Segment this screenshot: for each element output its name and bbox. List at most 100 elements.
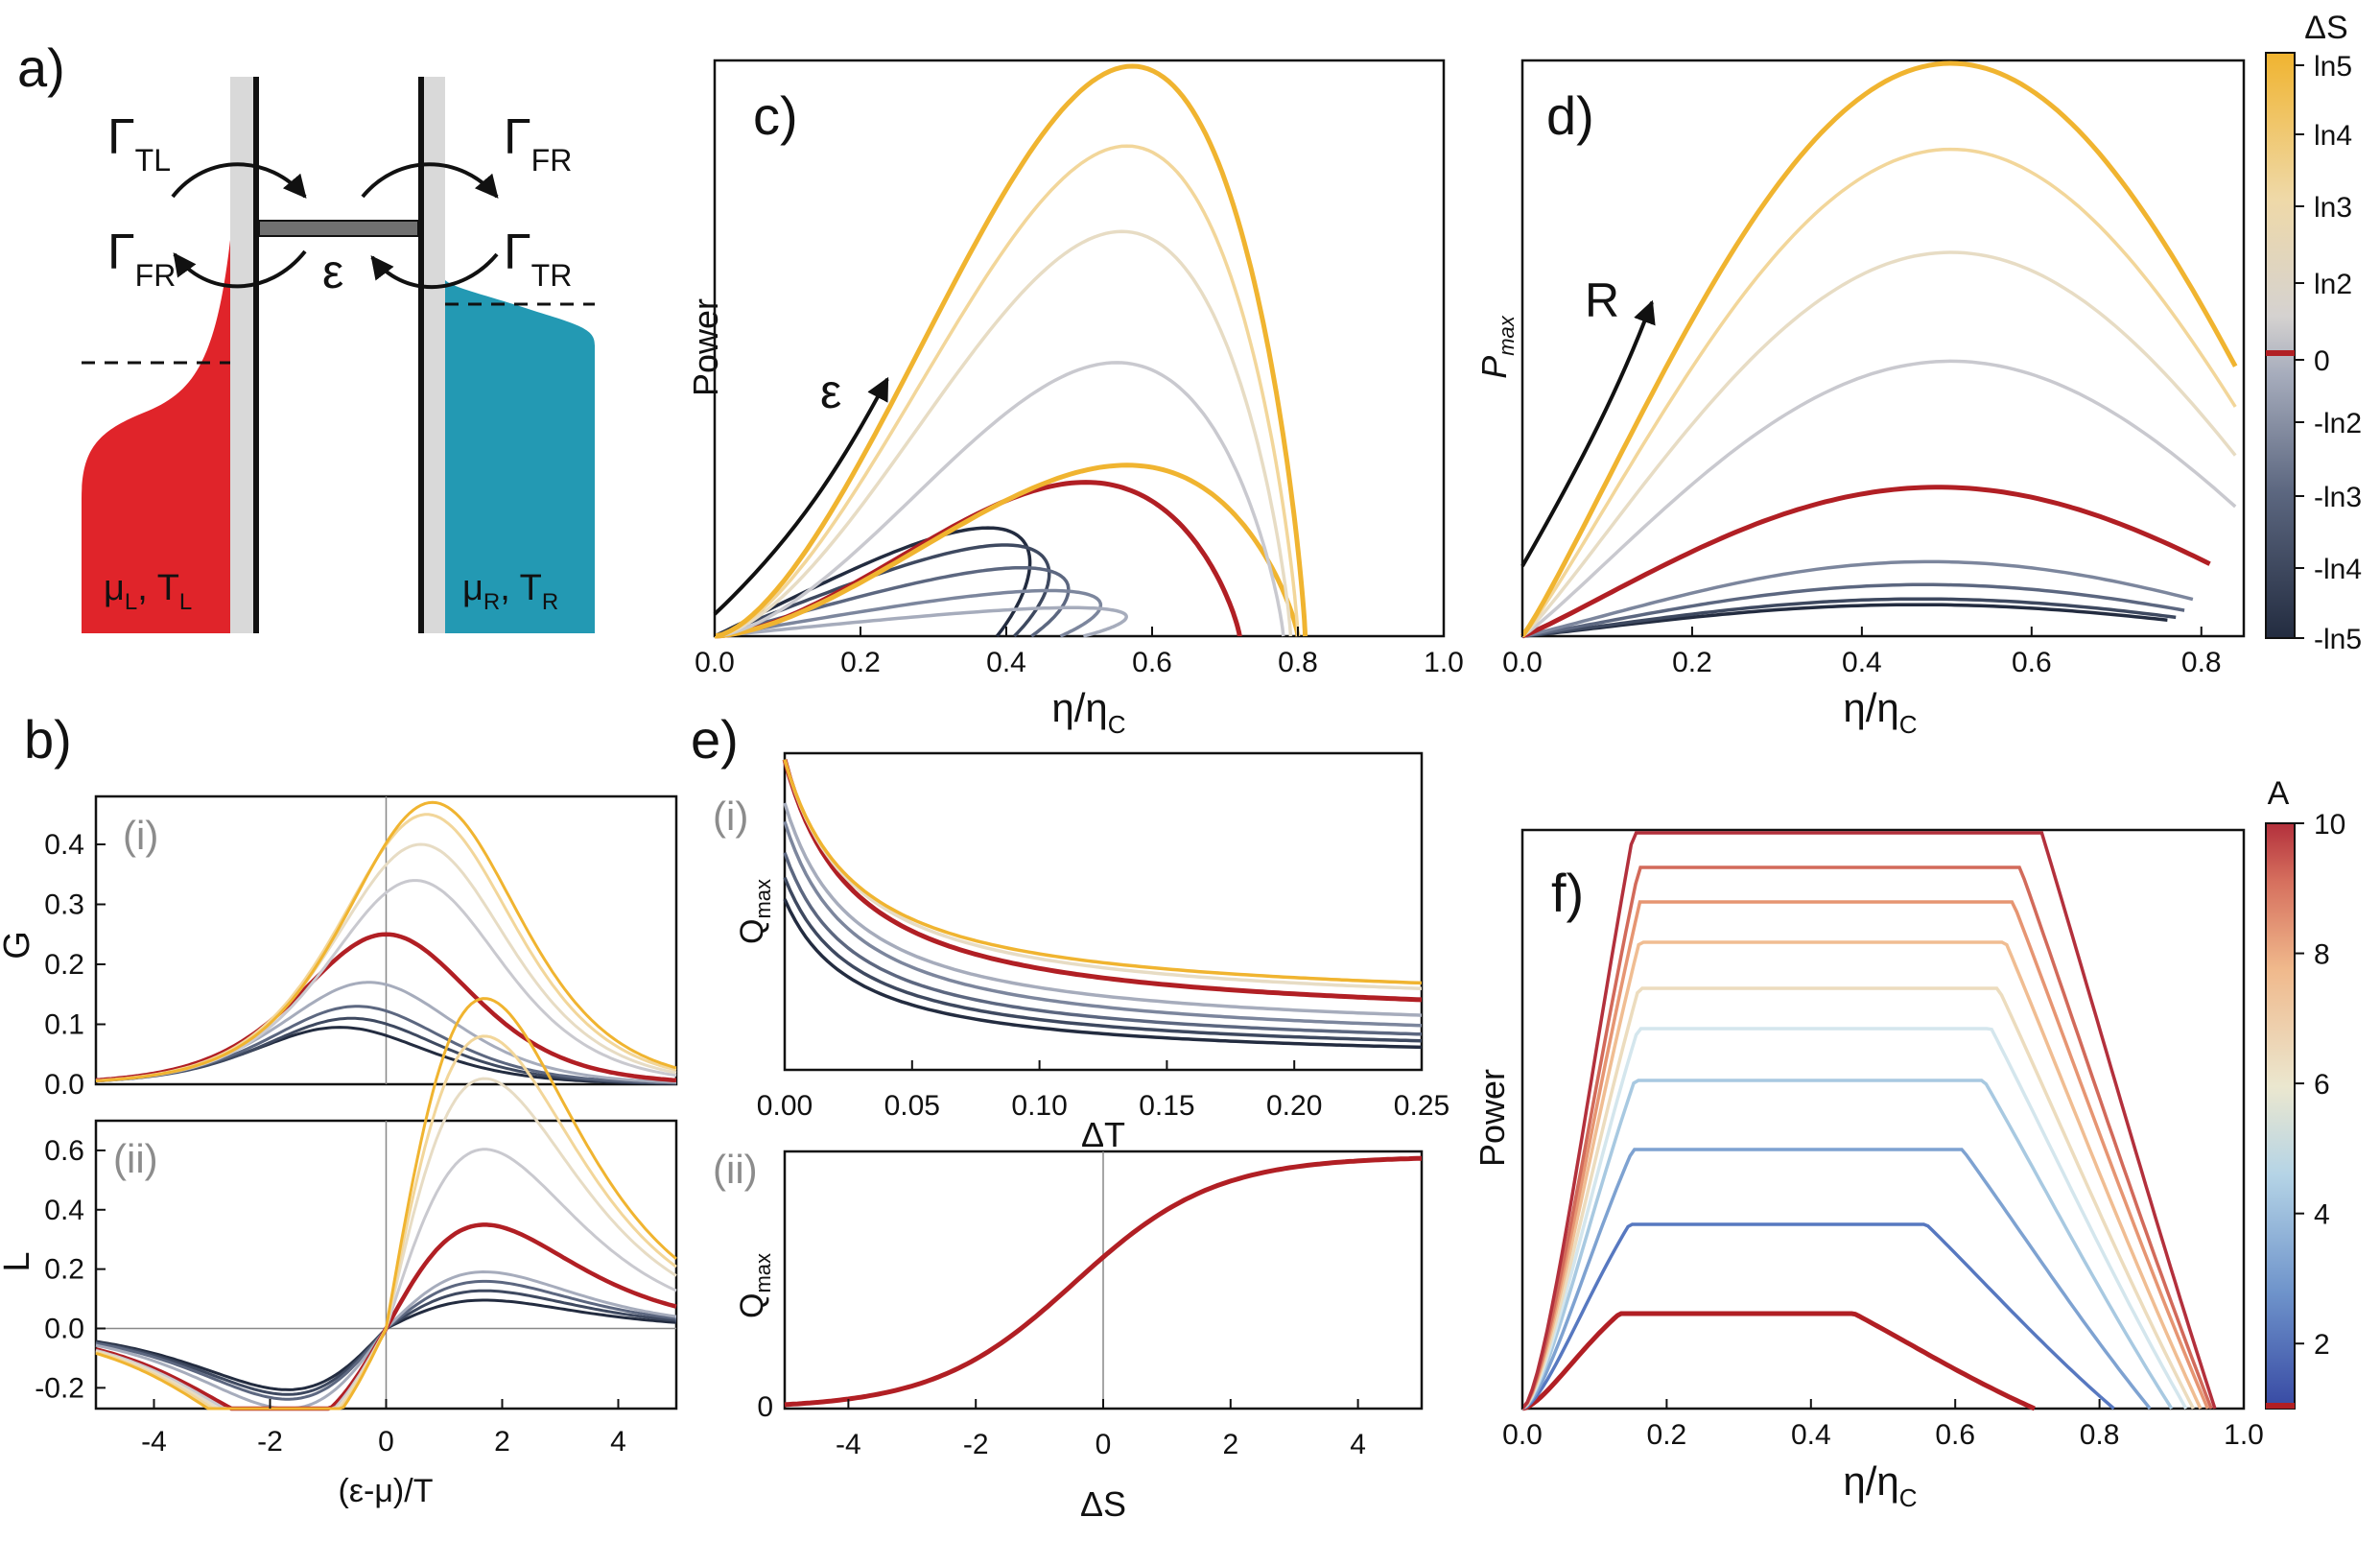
x-tick-label: 0.25 <box>1394 1090 1449 1122</box>
panel-e-label: e) <box>691 709 739 770</box>
colorbar-a <box>2265 822 2296 1410</box>
x-tick-label: 0.8 <box>1278 647 1318 678</box>
panel-d-series--ln2 <box>1521 559 2194 638</box>
gamma-tr-label: ΓTR <box>504 225 572 293</box>
panel-e-i-ylabel: Qmax <box>734 879 775 944</box>
panel-b-ii-xticks: -4 -2 0 2 4 <box>141 1399 626 1458</box>
y-tick-label: 0.2 <box>44 949 84 981</box>
panel-d-series-ln5 <box>1520 60 2238 638</box>
panel-b-i-series <box>95 800 677 1082</box>
right-reservoir-label: μR, TR <box>462 568 558 615</box>
panel-f-label: f) <box>1551 863 1584 923</box>
x-tick-label: 0.2 <box>1672 647 1712 678</box>
panel-f-series-A=2 <box>1521 1222 2115 1411</box>
panel-d-label: d) <box>1546 85 1594 146</box>
x-tick-label: 0.15 <box>1139 1090 1194 1122</box>
panel-c-series-ln2 <box>714 361 1285 638</box>
panel-d-series-ln2 <box>1520 359 2237 638</box>
epsilon-label: ε <box>322 245 343 298</box>
x-tick-label: 2 <box>1222 1429 1238 1460</box>
panel-e: e) 0.00 0.05 0.10 0.15 0.20 0.25 (i) Qmax ΔT … <box>691 709 1449 1524</box>
x-tick-label: 0.8 <box>2181 647 2222 678</box>
panel-c-ylabel: Power <box>686 298 725 396</box>
right-barrier-line <box>418 77 424 633</box>
x-tick-label: 4 <box>610 1426 626 1458</box>
colorbar-a-title: A <box>2268 775 2290 812</box>
panel-d-series--ln3 <box>1521 582 2185 638</box>
y-tick-label: 0.4 <box>44 829 84 861</box>
x-tick-label: -2 <box>963 1429 989 1460</box>
panel-f-series-A=4 <box>1520 1079 2174 1411</box>
colorbar-ds-ticks: ln5 ln4 ln3 ln2 0 -ln2 -ln3 -ln4 -ln5 <box>2295 51 2362 655</box>
y-tick-label: 0.6 <box>44 1135 84 1167</box>
panel-b: b) 0.00.10.20.30.4 (i) G -0.20.00.20.40.… <box>0 709 678 1509</box>
colorbar-ds-title: ΔS <box>2304 10 2347 46</box>
panel-d-series-ln4 <box>1520 147 2237 638</box>
panel-d-frame <box>1520 59 2246 638</box>
panel-e-i-series <box>783 851 1423 1036</box>
panel-e-i-series <box>783 759 1423 991</box>
colorbar-a-tick-label: 4 <box>2314 1199 2330 1231</box>
colorbar-ds-tick-label: -ln2 <box>2314 408 2362 439</box>
panel-e-ii-xlabel: ΔS <box>1080 1484 1126 1524</box>
panel-b-i-yticks: 0.0 0.1 0.2 0.3 0.4 <box>44 829 106 1101</box>
panel-f: f) 0.0 0.2 0.4 0.6 0.8 1.0 η/ηC Power A 10 8 6 4… <box>1473 775 2345 1512</box>
x-tick-label: 0 <box>1096 1429 1112 1460</box>
panel-f-series-A=9 <box>1520 865 2213 1411</box>
x-tick-label: 0.0 <box>1502 647 1543 678</box>
panel-b-ii-xlabel: (ε-μ)/T <box>339 1473 434 1509</box>
panel-e-i-series <box>783 898 1423 1050</box>
panel-e-i-series <box>783 876 1423 1043</box>
panel-b-ii-ylabel: L <box>0 1251 37 1271</box>
panel-f-xlabel: η/ηC <box>1843 1458 1917 1512</box>
panel-b-i-curves <box>95 796 677 1085</box>
colorbar-ds-tick-label: 0 <box>2314 345 2330 377</box>
y-tick-label: 0.2 <box>44 1254 84 1286</box>
x-tick-label: 0.0 <box>695 647 735 678</box>
x-tick-label: 0 <box>378 1426 394 1458</box>
panel-e-i-series <box>782 758 1423 1003</box>
arrow-gamma-fr-right <box>361 162 499 199</box>
x-tick-label: -2 <box>257 1426 283 1458</box>
panel-c-series-ln5 <box>714 63 1308 639</box>
panel-a: a) ΓTL ΓFR ΓFR ΓTR ε μL, TL μR, TR <box>17 37 595 633</box>
panel-e-i-xticks: 0.00 0.05 0.10 0.15 0.20 0.25 <box>757 1060 1449 1122</box>
panel-f-series-A=10 <box>1520 831 2217 1411</box>
x-tick-label: -4 <box>836 1429 861 1460</box>
panel-c-curves <box>714 63 1308 639</box>
panel-f-ylabel: Power <box>1473 1069 1512 1167</box>
gamma-tl-label: ΓTL <box>107 109 171 178</box>
x-tick-label: 1.0 <box>1424 647 1464 678</box>
gamma-fr-left-label: ΓFR <box>107 225 176 293</box>
colorbar-a-ticks: 10 8 6 4 2 <box>2295 809 2345 1361</box>
panel-b-ii-sublabel: (ii) <box>113 1136 158 1181</box>
panel-d-curves <box>1520 60 2238 639</box>
panel-f-frame <box>1520 828 2246 1411</box>
panel-f-series-A=6 <box>1520 986 2195 1411</box>
panel-d: d) 0.0 0.2 0.4 0.6 0.8 η/ηC Pmax R ΔS ln5 ln4… <box>1474 10 2362 739</box>
panel-b-i-ylabel: G <box>0 931 37 960</box>
x-tick-label: 0.4 <box>986 647 1026 678</box>
x-tick-label: 0.4 <box>1842 647 1882 678</box>
arrow-gamma-tl <box>171 162 307 199</box>
panel-c: c) 0.0 0.2 0.4 0.6 0.8 1.0 η/ηC Power ε <box>686 59 1464 739</box>
x-tick-label: 0.6 <box>1132 647 1172 678</box>
y-tick-label: 0.3 <box>44 889 84 921</box>
panel-c-series--ln5 <box>714 526 1032 638</box>
y-tick-label: 0.0 <box>44 1069 84 1101</box>
arrow-gamma-fr-left <box>173 249 307 289</box>
panel-c-frame <box>713 59 1446 638</box>
gamma-fr-right-label: ΓFR <box>504 109 572 178</box>
colorbar-a-tick-label: 10 <box>2314 809 2345 841</box>
x-tick-label: 0.00 <box>757 1090 813 1122</box>
panel-e-ii-xticks: -4 -2 0 2 4 <box>836 1399 1366 1460</box>
panel-e-i-series <box>783 759 1423 985</box>
panel-b-i-series <box>95 932 677 1083</box>
left-reservoir <box>82 240 230 633</box>
left-barrier-line <box>253 77 259 633</box>
panel-c-series-ln3 <box>714 229 1293 638</box>
x-tick-label: 0.20 <box>1266 1090 1322 1122</box>
panel-b-label: b) <box>24 709 72 770</box>
panel-d-series--ln4 <box>1521 597 2177 638</box>
panel-c-series--ln3 <box>714 565 1071 638</box>
